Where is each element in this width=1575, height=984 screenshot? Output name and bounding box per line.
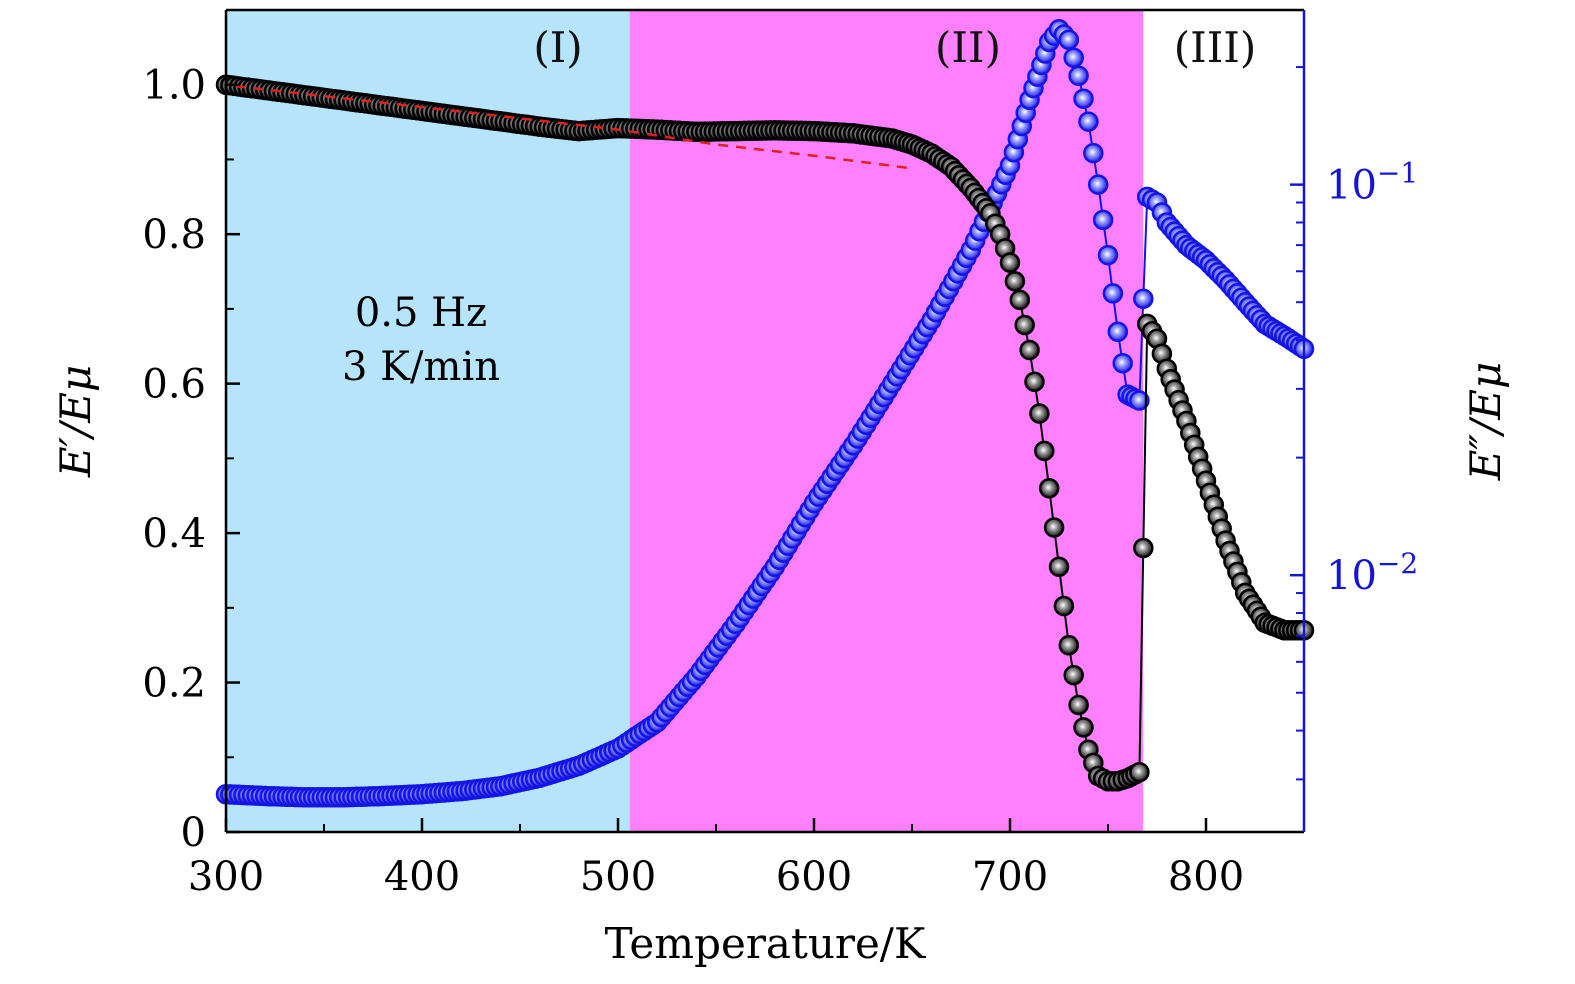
storage-point [1043, 517, 1065, 538]
annotation-rate: 3 K/min [342, 344, 500, 390]
y-tick-label: 1.0 [142, 63, 206, 109]
storage-point [1019, 339, 1040, 361]
region-label-3: (III) [1174, 23, 1257, 72]
y-right-axis-title: E″/Eμ [1461, 362, 1510, 481]
storage-point [1063, 664, 1084, 686]
loss-modulus-series [215, 18, 1315, 808]
y-right-axis-ticks: 10−2 10−1 [1290, 66, 1418, 781]
fit-line-path [235, 84, 913, 170]
loss-point [1133, 288, 1154, 309]
loss-point [1107, 321, 1129, 343]
y-right-tick-label: 10−1 [1326, 157, 1418, 209]
storage-point [1029, 403, 1050, 424]
storage-point [1034, 440, 1055, 462]
storage-modulus-series [215, 74, 1315, 792]
region-1 [226, 10, 630, 832]
storage-point [1004, 271, 1026, 292]
storage-point [1048, 556, 1070, 577]
loss-point [1129, 390, 1150, 411]
loss-point [1073, 88, 1094, 109]
x-tick-label: 800 [1168, 854, 1244, 900]
loss-point [1078, 111, 1099, 132]
region-label-2: (II) [935, 23, 1001, 72]
storage-point [1133, 537, 1154, 559]
x-tick-label: 400 [384, 854, 460, 900]
loss-point [1102, 283, 1124, 304]
storage-point [1073, 717, 1094, 738]
loss-point [1087, 174, 1109, 195]
loss-point [1063, 47, 1084, 68]
region-3 [1143, 10, 1304, 832]
y-axis-ticks: 0 0.2 0.4 0.6 0.8 1.0 [142, 9, 240, 856]
y-tick-label: 0.4 [142, 511, 206, 557]
storage-point [1014, 314, 1035, 336]
storage-point [999, 252, 1021, 273]
y-tick-label: 0.8 [142, 212, 206, 258]
x-tick-label: 600 [776, 854, 852, 900]
storage-point [1009, 289, 1031, 311]
x-tick-label: 500 [580, 854, 656, 900]
storage-point [1129, 761, 1150, 783]
storage-point [1058, 634, 1080, 656]
x-tick-label: 700 [972, 854, 1048, 900]
loss-point [1058, 29, 1080, 50]
loss-point [1083, 142, 1104, 164]
x-axis-title: Temperature/K [605, 919, 927, 968]
loss-point [1068, 65, 1089, 87]
x-tick-label: 300 [188, 854, 264, 900]
plot-frame [224, 8, 1306, 834]
loss-point [1092, 209, 1114, 231]
loss-point [1097, 244, 1119, 266]
storage-point [1053, 595, 1075, 617]
region-labels: (I) (II) (III) [533, 23, 1256, 72]
storage-point [1024, 371, 1045, 393]
storage-point [1068, 694, 1089, 716]
y-right-tick-label: 10−2 [1326, 547, 1418, 599]
storage-point [1038, 478, 1060, 499]
y-tick-label: 0.2 [142, 661, 206, 707]
y-axis-title: E′/Eμ [51, 365, 100, 478]
x-axis-ticks: 300 400 500 600 700 800 [188, 818, 1244, 900]
annotation-frequency: 0.5 Hz [355, 290, 487, 336]
region-label-1: (I) [533, 23, 582, 72]
y-tick-label: 0.6 [142, 362, 206, 408]
linear-fit-line [235, 84, 913, 170]
loss-point [1112, 352, 1133, 374]
y-tick-label: 0 [181, 810, 206, 856]
